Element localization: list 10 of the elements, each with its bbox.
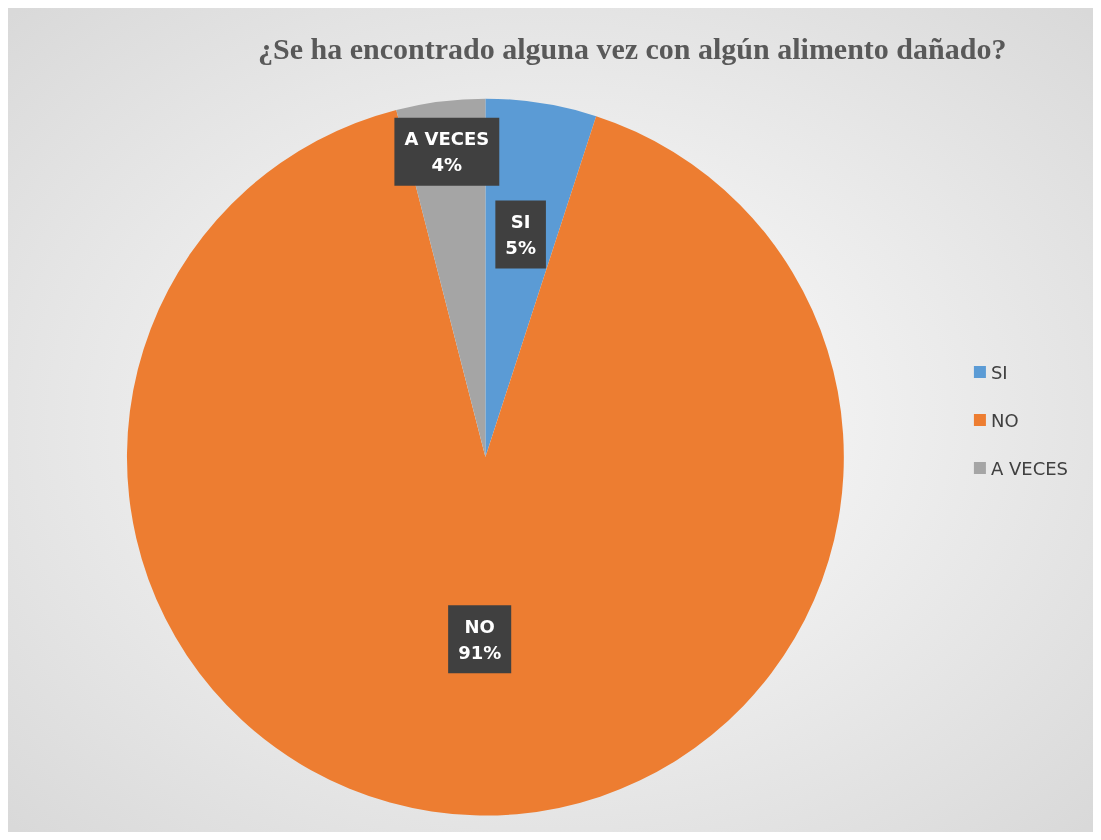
slice-label: SI	[510, 211, 531, 233]
data-label: 5%	[505, 237, 536, 259]
slice-label: A VECES	[404, 128, 490, 150]
legend-label: SI	[990, 361, 1008, 383]
legend-label: A VECES	[990, 457, 1068, 479]
legend-label: NO	[990, 409, 1019, 431]
data-label: 91%	[458, 641, 502, 663]
chart-title: ¿Se ha encontrado alguna vez con algún alimento dañado?	[258, 31, 1007, 65]
slice-label: NO	[464, 615, 495, 637]
data-label: 4%	[431, 154, 463, 176]
